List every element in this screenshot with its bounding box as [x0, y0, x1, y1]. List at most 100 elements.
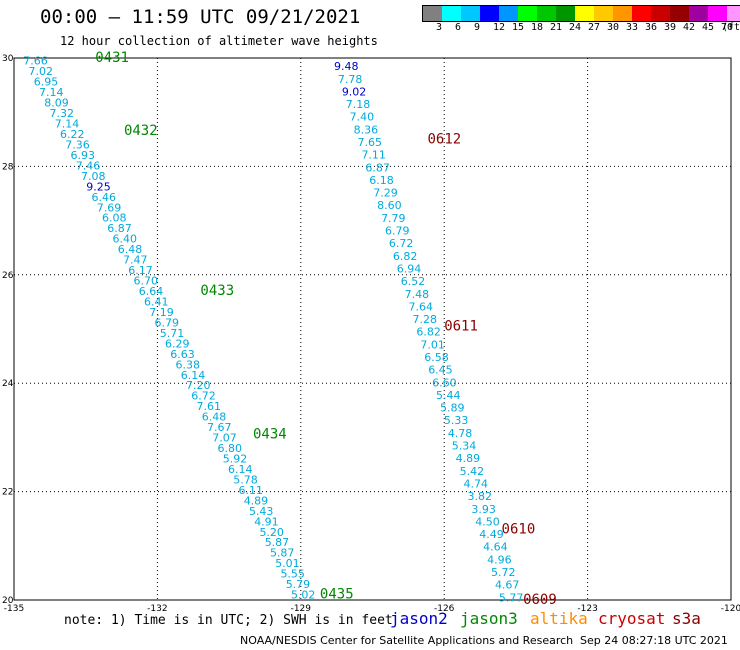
credit-line: NOAA/NESDIS Center for Satellite Applica… — [240, 634, 574, 647]
satellite-legend-jason2: jason2 — [390, 609, 448, 628]
pass-time-label: 0611 — [444, 318, 478, 334]
wave-height-label: 7.32 — [50, 107, 75, 120]
wave-height-label: 8.60 — [377, 199, 402, 212]
wave-height-label: 6.94 — [397, 262, 422, 275]
wave-height-label: 5.72 — [491, 566, 516, 579]
pass-time-label: 0610 — [502, 522, 536, 538]
wave-height-label: 6.87 — [365, 161, 390, 174]
wave-height-label: 7.07 — [212, 432, 237, 445]
x-tick-label: -129 — [291, 604, 312, 614]
wave-height-label: 5.44 — [436, 389, 461, 402]
pass-time-label: 0612 — [427, 131, 461, 147]
pass-time-labels: 0431 0432 0433 0434 0435 0612 0611 0610 0609 — [95, 50, 557, 608]
y-tick-label: 24 — [2, 379, 14, 389]
color-scale-label: 36 — [645, 22, 658, 33]
color-swatch — [670, 6, 689, 21]
pass-time-label: 0434 — [253, 427, 287, 443]
wave-height-label: 8.36 — [354, 123, 379, 136]
wave-height-label: 9.25 — [86, 180, 111, 193]
y-tick-label: 22 — [2, 488, 13, 498]
wave-height-label: 7.40 — [350, 111, 375, 124]
color-swatch — [651, 6, 670, 21]
wave-height-label: 6.48 — [118, 243, 143, 256]
color-scale-label: 21 — [550, 22, 563, 33]
wave-height-label: 6.17 — [128, 264, 153, 277]
pass-time-label: 0431 — [95, 50, 129, 66]
wave-height-label: 6.64 — [139, 285, 164, 298]
wave-height-label: 5.92 — [223, 452, 248, 465]
wave-height-label: 7.19 — [149, 306, 174, 319]
color-scale-label: 15 — [512, 22, 525, 33]
y-tick-label: 20 — [2, 596, 14, 606]
wave-height-label: 4.64 — [483, 541, 508, 554]
wave-height-label: 6.40 — [112, 233, 137, 246]
satellite-legend-s3a: s3a — [672, 609, 701, 628]
footer-note: note: 1) Time is in UTC; 2) SWH is in fe… — [64, 613, 393, 628]
color-scale-label: 3 — [436, 22, 443, 33]
x-tick-label: -126 — [434, 604, 455, 614]
y-tick-label: 26 — [2, 271, 14, 281]
color-scale-label: 18 — [531, 22, 544, 33]
color-swatch — [537, 6, 556, 21]
wave-height-label: 4.49 — [479, 528, 504, 541]
color-scale-label: 12 — [493, 22, 506, 33]
wave-height-label: 7.20 — [186, 379, 211, 392]
color-swatch — [708, 6, 727, 21]
color-swatch — [499, 6, 518, 21]
wave-height-label: 4.50 — [475, 515, 500, 528]
wave-height-label: 7.28 — [412, 313, 437, 326]
color-scale-label: 70 — [721, 22, 734, 33]
wave-height-label: 8.09 — [44, 97, 69, 110]
wave-height-label: 9.02 — [342, 85, 367, 98]
wave-height-values: 7.667.026.957.148.097.327.146.227.366.93… — [23, 55, 523, 605]
wave-height-label: 7.78 — [338, 73, 363, 86]
wave-height-label: 7.29 — [373, 187, 398, 200]
wave-height-label: 5.20 — [259, 526, 284, 539]
wave-height-label: 7.46 — [76, 159, 101, 172]
x-tick-label: -135 — [4, 604, 24, 614]
wave-height-label: 7.67 — [207, 421, 232, 434]
satellite-legend-cryosat: cryosat — [598, 609, 666, 628]
wave-height-label: 5.87 — [270, 547, 295, 560]
wave-height-label: 5.34 — [452, 440, 477, 453]
wave-height-label: 6.70 — [133, 275, 158, 288]
wave-height-label: 6.41 — [144, 295, 169, 308]
color-swatch — [556, 6, 575, 21]
wave-height-label: 9.48 — [334, 60, 359, 73]
wave-height-label: 6.29 — [165, 337, 190, 350]
wave-height-label: 5.78 — [233, 473, 258, 486]
color-swatch — [575, 6, 594, 21]
wave-height-label: 5.87 — [265, 536, 290, 549]
wave-height-label: 5.33 — [444, 414, 469, 427]
color-swatch — [727, 6, 740, 21]
wave-height-label: 7.66 — [23, 55, 48, 68]
y-tick-label: 28 — [2, 162, 14, 172]
satellite-legend-altika: altika — [530, 609, 588, 628]
color-swatch — [689, 6, 708, 21]
chart-title: 00:00 – 11:59 UTC 09/21/2021 — [40, 6, 361, 28]
wave-height-label: 7.79 — [381, 212, 406, 225]
color-scale-label: 6 — [455, 22, 462, 33]
wave-height-label: 4.89 — [456, 452, 481, 465]
x-tick-label: -123 — [577, 604, 597, 614]
wave-height-label: 6.87 — [107, 222, 132, 235]
wave-height-label: 6.82 — [416, 326, 441, 339]
wave-height-label: 6.52 — [401, 275, 426, 288]
wave-height-label: 7.61 — [196, 400, 221, 413]
wave-height-label: 6.48 — [202, 411, 227, 424]
wave-height-label: 6.82 — [393, 250, 418, 263]
wave-height-label: 7.11 — [361, 149, 386, 162]
wave-height-label: 6.45 — [428, 364, 453, 377]
wave-height-label: 5.77 — [499, 591, 524, 604]
wave-height-label: 3.93 — [471, 503, 496, 516]
wave-height-label: 6.08 — [102, 212, 127, 225]
color-scale-label: 33 — [626, 22, 639, 33]
wave-height-label: 6.14 — [181, 369, 206, 382]
wave-height-label: 5.02 — [291, 589, 316, 602]
color-scale-bar — [422, 5, 740, 22]
wave-height-label: 6.80 — [217, 442, 242, 455]
color-scale-label: 30 — [607, 22, 620, 33]
wave-height-label: 4.74 — [464, 477, 489, 490]
wave-height-label: 6.58 — [424, 351, 449, 364]
